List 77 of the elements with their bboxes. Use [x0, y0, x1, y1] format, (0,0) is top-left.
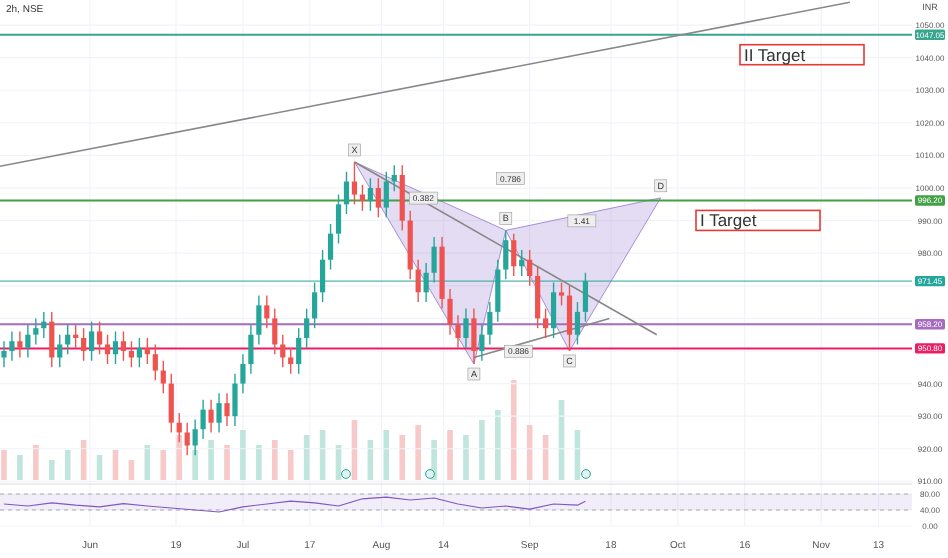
- bar: [479, 420, 485, 480]
- bar: [192, 450, 198, 480]
- candlestick: [128, 340, 135, 368]
- bar: [240, 430, 246, 480]
- candlestick: [17, 330, 23, 359]
- candlestick: [25, 324, 31, 359]
- bar: [510, 380, 517, 480]
- candlestick: [327, 223, 334, 271]
- bar: [495, 410, 501, 480]
- candlestick: [208, 399, 214, 434]
- candlestick: [104, 334, 111, 365]
- bar: [208, 440, 214, 480]
- candlestick: [272, 307, 278, 355]
- candlestick: [89, 320, 95, 362]
- candlestick: [264, 294, 270, 329]
- candlestick: [511, 232, 517, 277]
- candlestick: [184, 421, 190, 456]
- candlestick: [96, 320, 103, 355]
- candlestick: [168, 373, 174, 434]
- candlestick: [375, 177, 381, 219]
- candlestick: [256, 294, 262, 346]
- candlestick: [248, 324, 254, 375]
- candlestick: [9, 330, 15, 362]
- candlestick: [479, 324, 485, 362]
- bar: [48, 460, 55, 480]
- candlestick: [558, 281, 565, 307]
- candlestick: [535, 265, 541, 329]
- candlestick: [224, 392, 230, 427]
- bar: [160, 450, 167, 480]
- annotation: I Target: [700, 210, 758, 231]
- candlestick: [351, 161, 358, 206]
- candlestick: [455, 314, 461, 349]
- candlestick: [415, 259, 421, 303]
- candlestick: [57, 334, 63, 368]
- candlestick: [112, 330, 119, 365]
- bar: [447, 430, 453, 480]
- candlestick: [543, 307, 549, 339]
- candlestick: [391, 164, 397, 192]
- bar: [463, 435, 469, 480]
- candlestick: [232, 373, 238, 427]
- bar: [33, 445, 39, 480]
- candlestick: [447, 288, 453, 336]
- bar: [224, 445, 230, 480]
- candlestick: [304, 307, 310, 349]
- candlestick: [367, 177, 373, 212]
- candlestick: [33, 317, 39, 346]
- annotation: II Target: [744, 44, 807, 65]
- candlestick: [216, 392, 222, 434]
- bar: [1, 450, 7, 480]
- candlestick: [152, 343, 158, 382]
- candlestick: [343, 171, 350, 215]
- candlestick: [335, 193, 342, 245]
- candlestick: [1, 340, 7, 368]
- bar: [287, 450, 294, 480]
- candlestick: [81, 327, 87, 362]
- candlestick: [463, 307, 469, 349]
- candlestick: [296, 327, 302, 375]
- bar: [64, 450, 71, 480]
- candlestick: [471, 307, 477, 365]
- candlestick: [383, 171, 389, 219]
- bar: [399, 435, 406, 480]
- bar: [415, 425, 421, 480]
- bar: [256, 445, 262, 480]
- candlestick: [574, 301, 581, 346]
- candlestick: [160, 360, 166, 395]
- candlestick: [49, 311, 55, 368]
- candlestick: [527, 249, 533, 287]
- candlestick: [120, 330, 127, 362]
- candlestick: [566, 285, 573, 352]
- candlestick: [136, 337, 142, 368]
- bar: [17, 455, 23, 480]
- candlestick: [200, 399, 206, 440]
- bar: [271, 440, 278, 480]
- candlestick: [240, 353, 246, 395]
- candlestick: [280, 334, 286, 368]
- candlestick: [487, 301, 493, 346]
- candlestick: [399, 164, 405, 232]
